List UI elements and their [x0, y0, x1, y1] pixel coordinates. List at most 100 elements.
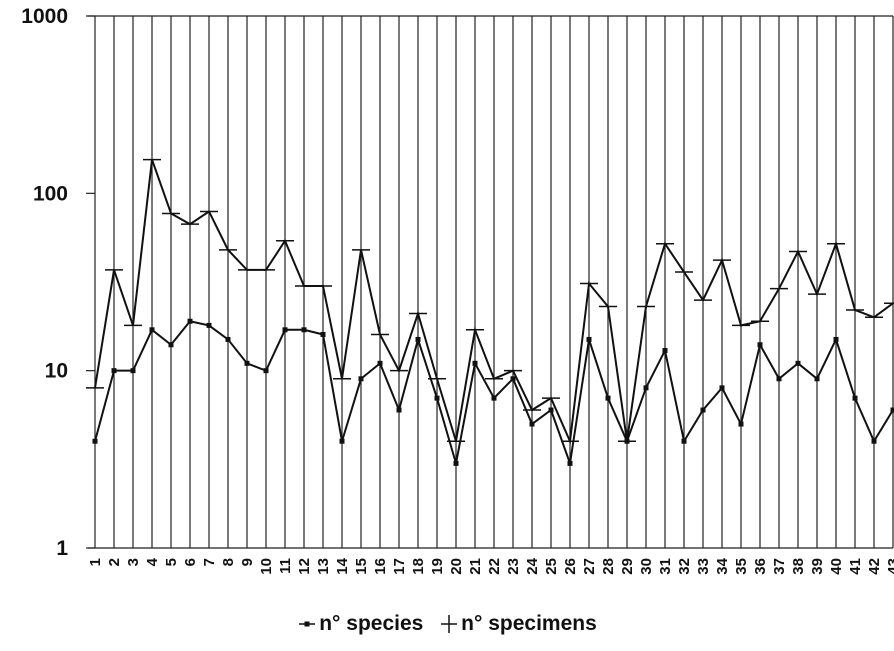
y-tick-label: 1 — [56, 537, 68, 560]
x-tick-label: 7 — [201, 558, 218, 566]
x-tick-label: 32 — [676, 558, 693, 575]
data-point — [719, 385, 725, 391]
x-tick-label: 10 — [258, 558, 275, 575]
data-point — [871, 438, 877, 444]
data-point — [415, 336, 421, 342]
y-axis-ticks: 1 10 100 1000 — [21, 5, 95, 560]
x-tick-label: 15 — [353, 558, 370, 575]
data-point — [586, 336, 592, 342]
data-point — [187, 318, 193, 324]
x-tick-label: 21 — [467, 558, 484, 575]
x-tick-label: 4 — [144, 557, 161, 566]
legend: n° species n° specimens — [0, 612, 894, 636]
x-tick-label: 3 — [125, 558, 142, 566]
x-axis-ticks: 1 2 3 4 5 6 7 8 9 10 11 12 13 14 15 16 17 18 19 20 21 22 23 24 2… — [87, 557, 894, 574]
x-tick-label: 9 — [239, 558, 256, 566]
data-point — [814, 376, 820, 382]
data-point — [472, 360, 478, 366]
x-tick-label: 14 — [334, 557, 351, 574]
data-point — [833, 336, 839, 342]
data-point — [282, 327, 288, 333]
series-species — [92, 318, 894, 466]
vertical-grid-lines — [88, 15, 894, 549]
data-point — [529, 421, 535, 427]
x-tick-label: 40 — [828, 558, 845, 575]
data-point — [320, 331, 326, 337]
data-point — [795, 360, 801, 366]
data-point — [662, 347, 668, 353]
data-point — [111, 368, 117, 374]
data-point — [548, 407, 554, 413]
x-tick-label: 13 — [315, 558, 332, 575]
data-point — [130, 368, 136, 374]
data-point — [757, 342, 763, 348]
data-point — [396, 407, 402, 413]
data-point — [681, 438, 687, 444]
data-point — [225, 336, 231, 342]
data-point — [168, 342, 174, 348]
x-tick-label: 22 — [486, 558, 503, 575]
x-tick-label: 36 — [752, 558, 769, 575]
data-point — [890, 407, 894, 413]
data-point — [776, 376, 782, 382]
data-point — [453, 460, 459, 466]
x-tick-label: 31 — [657, 558, 674, 575]
data-point — [852, 395, 858, 401]
data-point — [377, 360, 383, 366]
x-tick-label: 8 — [220, 558, 237, 566]
x-tick-label: 39 — [809, 558, 826, 575]
data-point — [263, 368, 269, 374]
x-tick-label: 43 — [885, 558, 894, 575]
x-tick-label: 24 — [524, 557, 541, 574]
legend-label-species: n° species — [319, 612, 424, 635]
legend-label-specimens: n° specimens — [461, 612, 597, 635]
legend-item-specimens: n° specimens — [439, 612, 597, 636]
x-tick-label: 25 — [543, 558, 560, 575]
x-tick-label: 2 — [106, 558, 123, 566]
data-point — [434, 395, 440, 401]
data-point — [358, 376, 364, 382]
x-tick-label: 38 — [790, 558, 807, 575]
legend-item-species: n° species — [297, 612, 423, 636]
x-tick-label: 12 — [296, 558, 313, 575]
x-tick-label: 19 — [429, 558, 446, 575]
x-tick-label: 27 — [581, 558, 598, 575]
data-point — [149, 327, 155, 333]
x-tick-label: 11 — [277, 558, 294, 574]
x-tick-label: 6 — [182, 558, 199, 566]
y-tick-label: 100 — [33, 182, 68, 205]
y-tick-label: 1000 — [21, 5, 68, 28]
plus-marker-icon — [441, 615, 458, 634]
data-point — [301, 327, 307, 333]
data-series — [86, 158, 894, 466]
x-tick-label: 23 — [505, 558, 522, 575]
data-point — [700, 407, 706, 413]
x-tick-label: 26 — [562, 558, 579, 575]
x-tick-label: 18 — [410, 558, 427, 575]
data-point — [92, 438, 98, 444]
x-tick-label: 33 — [695, 558, 712, 575]
x-tick-label: 30 — [638, 558, 655, 575]
data-point — [491, 395, 497, 401]
y-tick-label: 10 — [45, 360, 68, 383]
x-tick-label: 41 — [847, 558, 864, 575]
x-tick-label: 29 — [619, 558, 636, 575]
x-tick-label: 35 — [733, 558, 750, 575]
x-tick-label: 37 — [771, 558, 788, 575]
x-tick-label: 42 — [866, 558, 883, 575]
square-marker-icon — [299, 621, 316, 627]
x-tick-label: 16 — [372, 558, 389, 575]
data-point — [567, 460, 573, 466]
x-tick-label: 1 — [87, 558, 104, 566]
x-tick-label: 5 — [163, 558, 180, 566]
data-point — [510, 376, 516, 382]
data-point — [244, 360, 250, 366]
x-tick-label: 20 — [448, 558, 465, 575]
data-point — [643, 385, 649, 391]
data-point — [206, 322, 212, 328]
x-tick-label: 34 — [714, 557, 731, 574]
x-tick-label: 28 — [600, 558, 617, 575]
series-specimens — [86, 158, 894, 445]
x-tick-label: 17 — [391, 558, 408, 575]
